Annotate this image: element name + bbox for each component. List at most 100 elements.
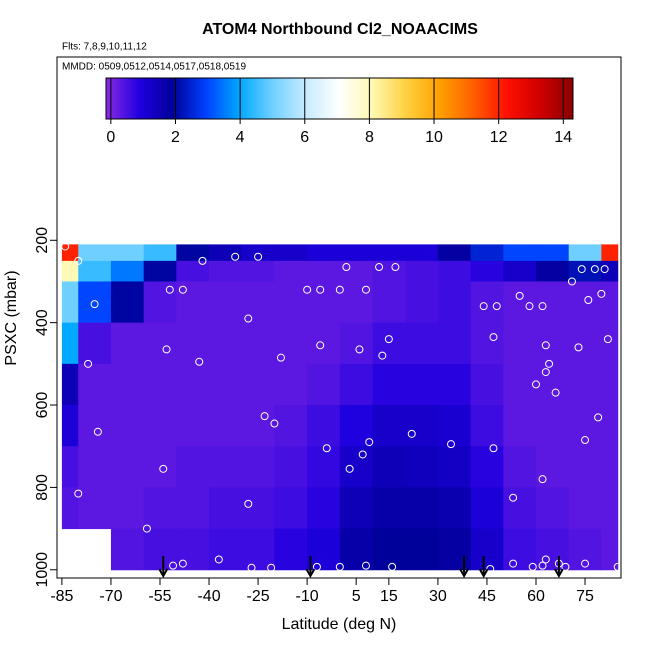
sample-point	[84, 359, 93, 368]
heat-cell	[307, 405, 341, 447]
heat-cell	[372, 405, 406, 447]
heat-cell	[61, 244, 79, 262]
heat-cell	[339, 244, 374, 262]
heat-cell	[176, 244, 210, 262]
profile-arrow	[554, 556, 564, 579]
sample-point	[276, 353, 285, 362]
sample-point	[581, 559, 590, 568]
sample-point	[489, 333, 498, 342]
sample-point	[322, 444, 331, 453]
heat-cell	[209, 281, 243, 324]
sample-point	[260, 412, 269, 421]
sample-point	[358, 450, 367, 459]
colorbar-tick-label: 6	[300, 129, 309, 146]
heat-cell	[339, 405, 374, 447]
heat-cell	[372, 322, 406, 365]
heat-cell	[339, 446, 374, 488]
heat-cell	[241, 363, 275, 406]
heat-cell	[61, 322, 79, 365]
sample-point	[538, 475, 547, 484]
heat-cell	[339, 528, 374, 571]
colorbar-tick-label: 12	[490, 129, 508, 146]
heat-cell	[470, 244, 504, 262]
sample-point	[577, 265, 586, 274]
x-tick-label: 30	[429, 588, 447, 605]
sample-point	[244, 499, 253, 508]
heat-cell	[535, 260, 570, 282]
heat-cell	[601, 281, 619, 324]
y-tick-label: 800	[34, 474, 51, 501]
profile-arrow	[305, 556, 316, 579]
heat-cell	[274, 487, 308, 530]
heat-cell	[568, 322, 602, 365]
heat-cell	[372, 260, 406, 282]
heat-cell	[535, 322, 570, 365]
sample-point	[509, 493, 518, 502]
colorbar-tick-label: 0	[106, 129, 115, 146]
sample-point	[581, 436, 590, 445]
x-tick-label: 75	[576, 588, 594, 605]
heat-cell	[110, 363, 145, 406]
heat-cell	[307, 244, 341, 262]
x-tick-label: -25	[247, 588, 270, 605]
sample-point	[492, 302, 501, 311]
heat-cell	[209, 260, 243, 282]
heat-cell	[372, 487, 406, 530]
heat-cell	[601, 446, 619, 488]
sample-point	[74, 256, 83, 265]
heat-cell	[110, 244, 145, 262]
sample-point	[90, 300, 99, 309]
heat-cell	[339, 322, 374, 365]
sample-point	[515, 291, 524, 300]
sample-point	[375, 263, 384, 272]
heat-cell	[61, 281, 79, 324]
heat-cell	[405, 487, 439, 530]
heat-cell	[241, 446, 275, 488]
heat-cell	[274, 260, 308, 282]
heat-cell	[274, 281, 308, 324]
profile-arrow	[478, 556, 489, 579]
sample-point	[391, 263, 400, 272]
heat-cell	[339, 487, 374, 530]
heat-cell	[568, 244, 602, 262]
sample-point	[178, 559, 187, 568]
heat-cell	[110, 405, 145, 447]
heat-cell	[503, 244, 537, 262]
heat-cell	[470, 487, 504, 530]
heat-cell	[307, 446, 341, 488]
heat-cell	[110, 322, 145, 365]
x-tick-label: 60	[527, 588, 545, 605]
heat-cell	[405, 405, 439, 447]
heat-cell	[601, 322, 619, 365]
y-tick-label: 400	[34, 309, 51, 336]
sample-point	[303, 285, 312, 294]
sample-point	[538, 561, 547, 570]
heat-cell	[307, 260, 341, 282]
heat-cell	[405, 363, 439, 406]
sample-point	[169, 561, 178, 570]
heat-cell	[470, 446, 504, 488]
sample-point	[594, 413, 603, 422]
heat-cell	[437, 446, 472, 488]
heat-cell	[437, 528, 472, 571]
heat-cell	[209, 244, 243, 262]
heat-cell	[535, 281, 570, 324]
heat-cell	[503, 405, 537, 447]
heat-cell	[78, 260, 112, 282]
heat-cell	[78, 281, 112, 324]
sample-point	[231, 252, 240, 261]
sample-point	[244, 314, 253, 323]
heat-cell	[405, 281, 439, 324]
heat-cell	[535, 363, 570, 406]
heat-cell	[61, 446, 79, 488]
sample-point	[561, 562, 570, 571]
x-tick-label: 15	[380, 588, 398, 605]
heat-cell	[209, 487, 243, 530]
sample-point	[365, 438, 374, 447]
heat-cell	[241, 528, 275, 571]
heat-cell	[274, 363, 308, 406]
heat-cell	[143, 322, 177, 365]
heat-cell	[209, 446, 243, 488]
x-tick-label: -10	[296, 588, 319, 605]
plot-frame	[56, 56, 622, 579]
